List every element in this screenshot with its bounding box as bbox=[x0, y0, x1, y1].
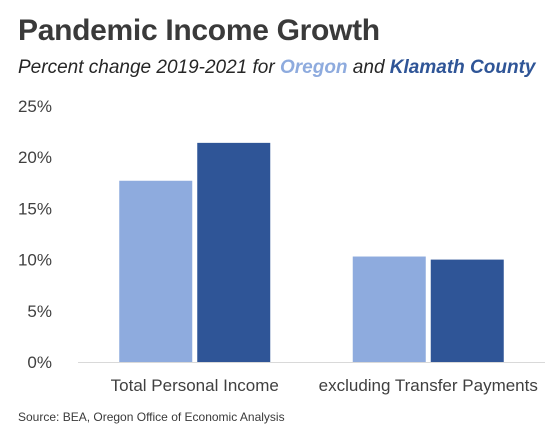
x-category-label: excluding Transfer Payments bbox=[319, 376, 538, 395]
subtitle-klamath: Klamath County bbox=[389, 57, 536, 78]
bar-klamath bbox=[197, 142, 271, 362]
chart-subtitle: Percent change 2019-2021 for Oregon and … bbox=[18, 57, 535, 79]
x-category-label: Total Personal Income bbox=[111, 376, 279, 395]
subtitle-prefix: Percent change 2019-2021 for bbox=[18, 57, 280, 78]
y-tick-label: 5% bbox=[27, 302, 52, 321]
bar-klamath bbox=[430, 259, 504, 362]
source-note: Source: BEA, Oregon Office of Economic A… bbox=[18, 410, 285, 424]
y-tick-label: 25% bbox=[18, 97, 52, 116]
bar-oregon bbox=[352, 256, 426, 362]
chart-title: Pandemic Income Growth bbox=[18, 14, 380, 47]
subtitle-oregon: Oregon bbox=[279, 57, 348, 78]
bar-oregon bbox=[119, 180, 193, 362]
y-tick-label: 10% bbox=[18, 251, 52, 270]
y-tick-label: 20% bbox=[18, 148, 52, 167]
y-tick-label: 15% bbox=[18, 199, 52, 218]
y-tick-label: 0% bbox=[27, 353, 52, 372]
subtitle-and: and bbox=[347, 57, 390, 78]
